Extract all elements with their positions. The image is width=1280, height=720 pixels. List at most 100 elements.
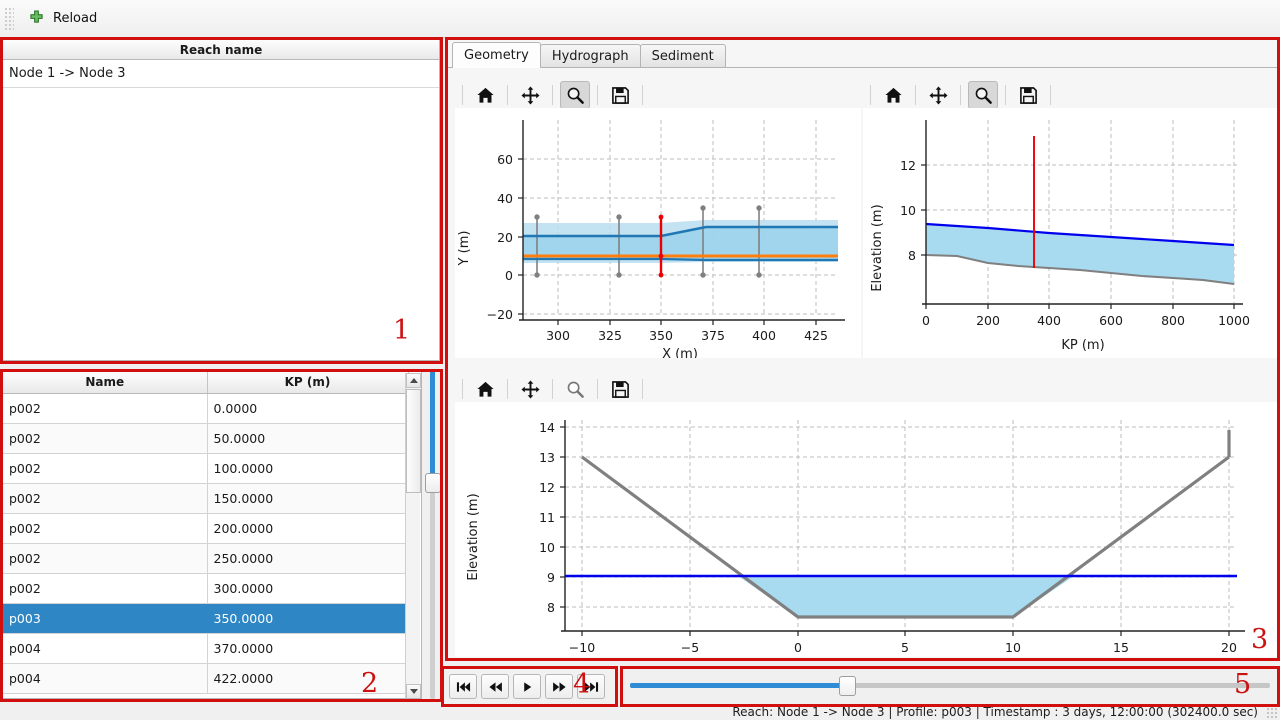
toolbar-separator: [552, 379, 553, 399]
reach-list-panel: Reach name Node 1 -> Node 3: [2, 39, 440, 361]
profile-vertical-slider[interactable]: [425, 371, 441, 699]
column-header-kp[interactable]: KP (m): [207, 372, 409, 394]
table-header-row: Name KP (m): [3, 372, 409, 394]
play-button[interactable]: [513, 674, 541, 699]
longprofile-yticklabels: 12 10 8: [900, 158, 916, 263]
svg-text:5: 5: [901, 640, 909, 655]
table-vertical-scrollbar[interactable]: [405, 373, 421, 698]
svg-text:20: 20: [497, 230, 513, 245]
profile-table-panel: Name KP (m) p002 0.0000 p002 50.0000 p002 100…: [2, 371, 422, 699]
cross-section-bed-profile: [581, 455, 1230, 619]
tab-geometry[interactable]: Geometry: [452, 42, 541, 68]
zoom-button[interactable]: [968, 81, 998, 109]
tab-hydrograph[interactable]: Hydrograph: [539, 44, 641, 68]
table-row[interactable]: p002 50.0000: [3, 423, 409, 454]
cell-kp: 100.0000: [207, 453, 409, 484]
svg-text:−20: −20: [487, 307, 513, 322]
toolbar-separator: [1005, 85, 1006, 105]
toolbar-separator: [552, 85, 553, 105]
playback-controls: [443, 668, 618, 705]
skip-forward-icon: [584, 681, 598, 692]
main-toolbar: Reload: [0, 0, 1280, 38]
planform-plot[interactable]: Y (m): [455, 108, 861, 358]
scrollbar-thumb[interactable]: [406, 389, 421, 493]
home-icon: [476, 87, 494, 103]
longprofile-bed-line: [925, 254, 1235, 285]
pan-button[interactable]: [515, 375, 545, 403]
table-row[interactable]: p002 0.0000: [3, 393, 409, 424]
vertical-slider-fill: [430, 371, 435, 483]
cell-name: p004: [3, 633, 208, 664]
toolbar-drag-handle[interactable]: [4, 6, 14, 31]
cross-section-plot[interactable]: Elevation (m): [455, 402, 1278, 657]
cross-section-plot-toolbar: [455, 369, 650, 409]
vertical-slider-track: [430, 371, 435, 699]
svg-text:1000: 1000: [1218, 313, 1250, 328]
planform-xlabel: X (m): [662, 347, 698, 358]
table-row[interactable]: p002 300.0000: [3, 573, 409, 604]
table-row[interactable]: p004 422.0000: [3, 663, 409, 694]
status-text: Reach: Node 1 -> Node 3 | Profile: p003 …: [732, 704, 1258, 719]
zoom-button[interactable]: [560, 81, 590, 109]
skip-to-end-button[interactable]: [577, 674, 605, 699]
timestep-slider[interactable]: [622, 668, 1278, 705]
vertical-slider-handle[interactable]: [425, 472, 441, 493]
save-button[interactable]: [1013, 81, 1043, 109]
cell-kp: 300.0000: [207, 573, 409, 604]
planform-yticklabels: 60 40 20 0 −20: [487, 152, 513, 322]
zoom-button[interactable]: [560, 375, 590, 403]
home-button[interactable]: [470, 375, 500, 403]
svg-text:14: 14: [539, 420, 555, 435]
svg-text:0: 0: [794, 640, 802, 655]
cell-kp: 350.0000: [207, 603, 409, 634]
cell-kp: 422.0000: [207, 663, 409, 694]
svg-text:10: 10: [900, 203, 916, 218]
geometry-panel: Geometry Hydrograph Sediment: [447, 39, 1278, 659]
toolbar-separator: [915, 85, 916, 105]
svg-text:350: 350: [649, 328, 673, 343]
table-row[interactable]: p002 150.0000: [3, 483, 409, 514]
reach-list-item[interactable]: Node 1 -> Node 3: [3, 60, 439, 88]
save-button[interactable]: [605, 81, 635, 109]
green-plus-icon: [29, 9, 44, 28]
tab-sediment[interactable]: Sediment: [639, 44, 726, 68]
toolbar-separator: [870, 85, 871, 105]
column-header-name[interactable]: Name: [3, 372, 208, 394]
scroll-up-arrow[interactable]: [406, 373, 421, 388]
skip-to-start-button[interactable]: [449, 674, 477, 699]
selected-section-marker: [658, 214, 664, 278]
home-icon: [476, 381, 494, 397]
skip-backward-icon: [456, 681, 470, 692]
profile-table: Name KP (m) p002 0.0000 p002 50.0000 p002 100…: [3, 372, 409, 694]
save-button[interactable]: [605, 375, 635, 403]
home-button[interactable]: [878, 81, 908, 109]
home-button[interactable]: [470, 81, 500, 109]
slider-handle[interactable]: [839, 676, 857, 696]
cell-name: p002: [3, 393, 208, 424]
tab-underline: [447, 67, 1278, 68]
cell-kp: 50.0000: [207, 423, 409, 454]
rewind-button[interactable]: [481, 674, 509, 699]
table-row[interactable]: p002 200.0000: [3, 513, 409, 544]
longprofile-water-surface: [925, 222, 1235, 247]
zoom-icon: [975, 87, 992, 104]
toolbar-separator: [642, 85, 643, 105]
scroll-down-arrow[interactable]: [406, 684, 421, 698]
pan-button[interactable]: [515, 81, 545, 109]
pan-button[interactable]: [923, 81, 953, 109]
table-row[interactable]: p003 350.0000: [3, 603, 409, 634]
table-row[interactable]: p002 100.0000: [3, 453, 409, 484]
svg-text:325: 325: [598, 328, 622, 343]
svg-text:400: 400: [752, 328, 776, 343]
table-row[interactable]: p002 250.0000: [3, 543, 409, 574]
long-profile-plot[interactable]: Elevation (m): [863, 108, 1278, 358]
cross-section-ylabel: Elevation (m): [466, 493, 481, 580]
slider-track: [630, 683, 1270, 688]
toolbar-separator: [960, 85, 961, 105]
svg-text:−10: −10: [569, 640, 595, 655]
resize-grip[interactable]: [1266, 707, 1277, 718]
reload-button[interactable]: Reload: [20, 6, 106, 32]
table-row[interactable]: p004 370.0000: [3, 633, 409, 664]
fast-forward-button[interactable]: [545, 674, 573, 699]
longprofile-xlabel: KP (m): [1061, 338, 1104, 353]
